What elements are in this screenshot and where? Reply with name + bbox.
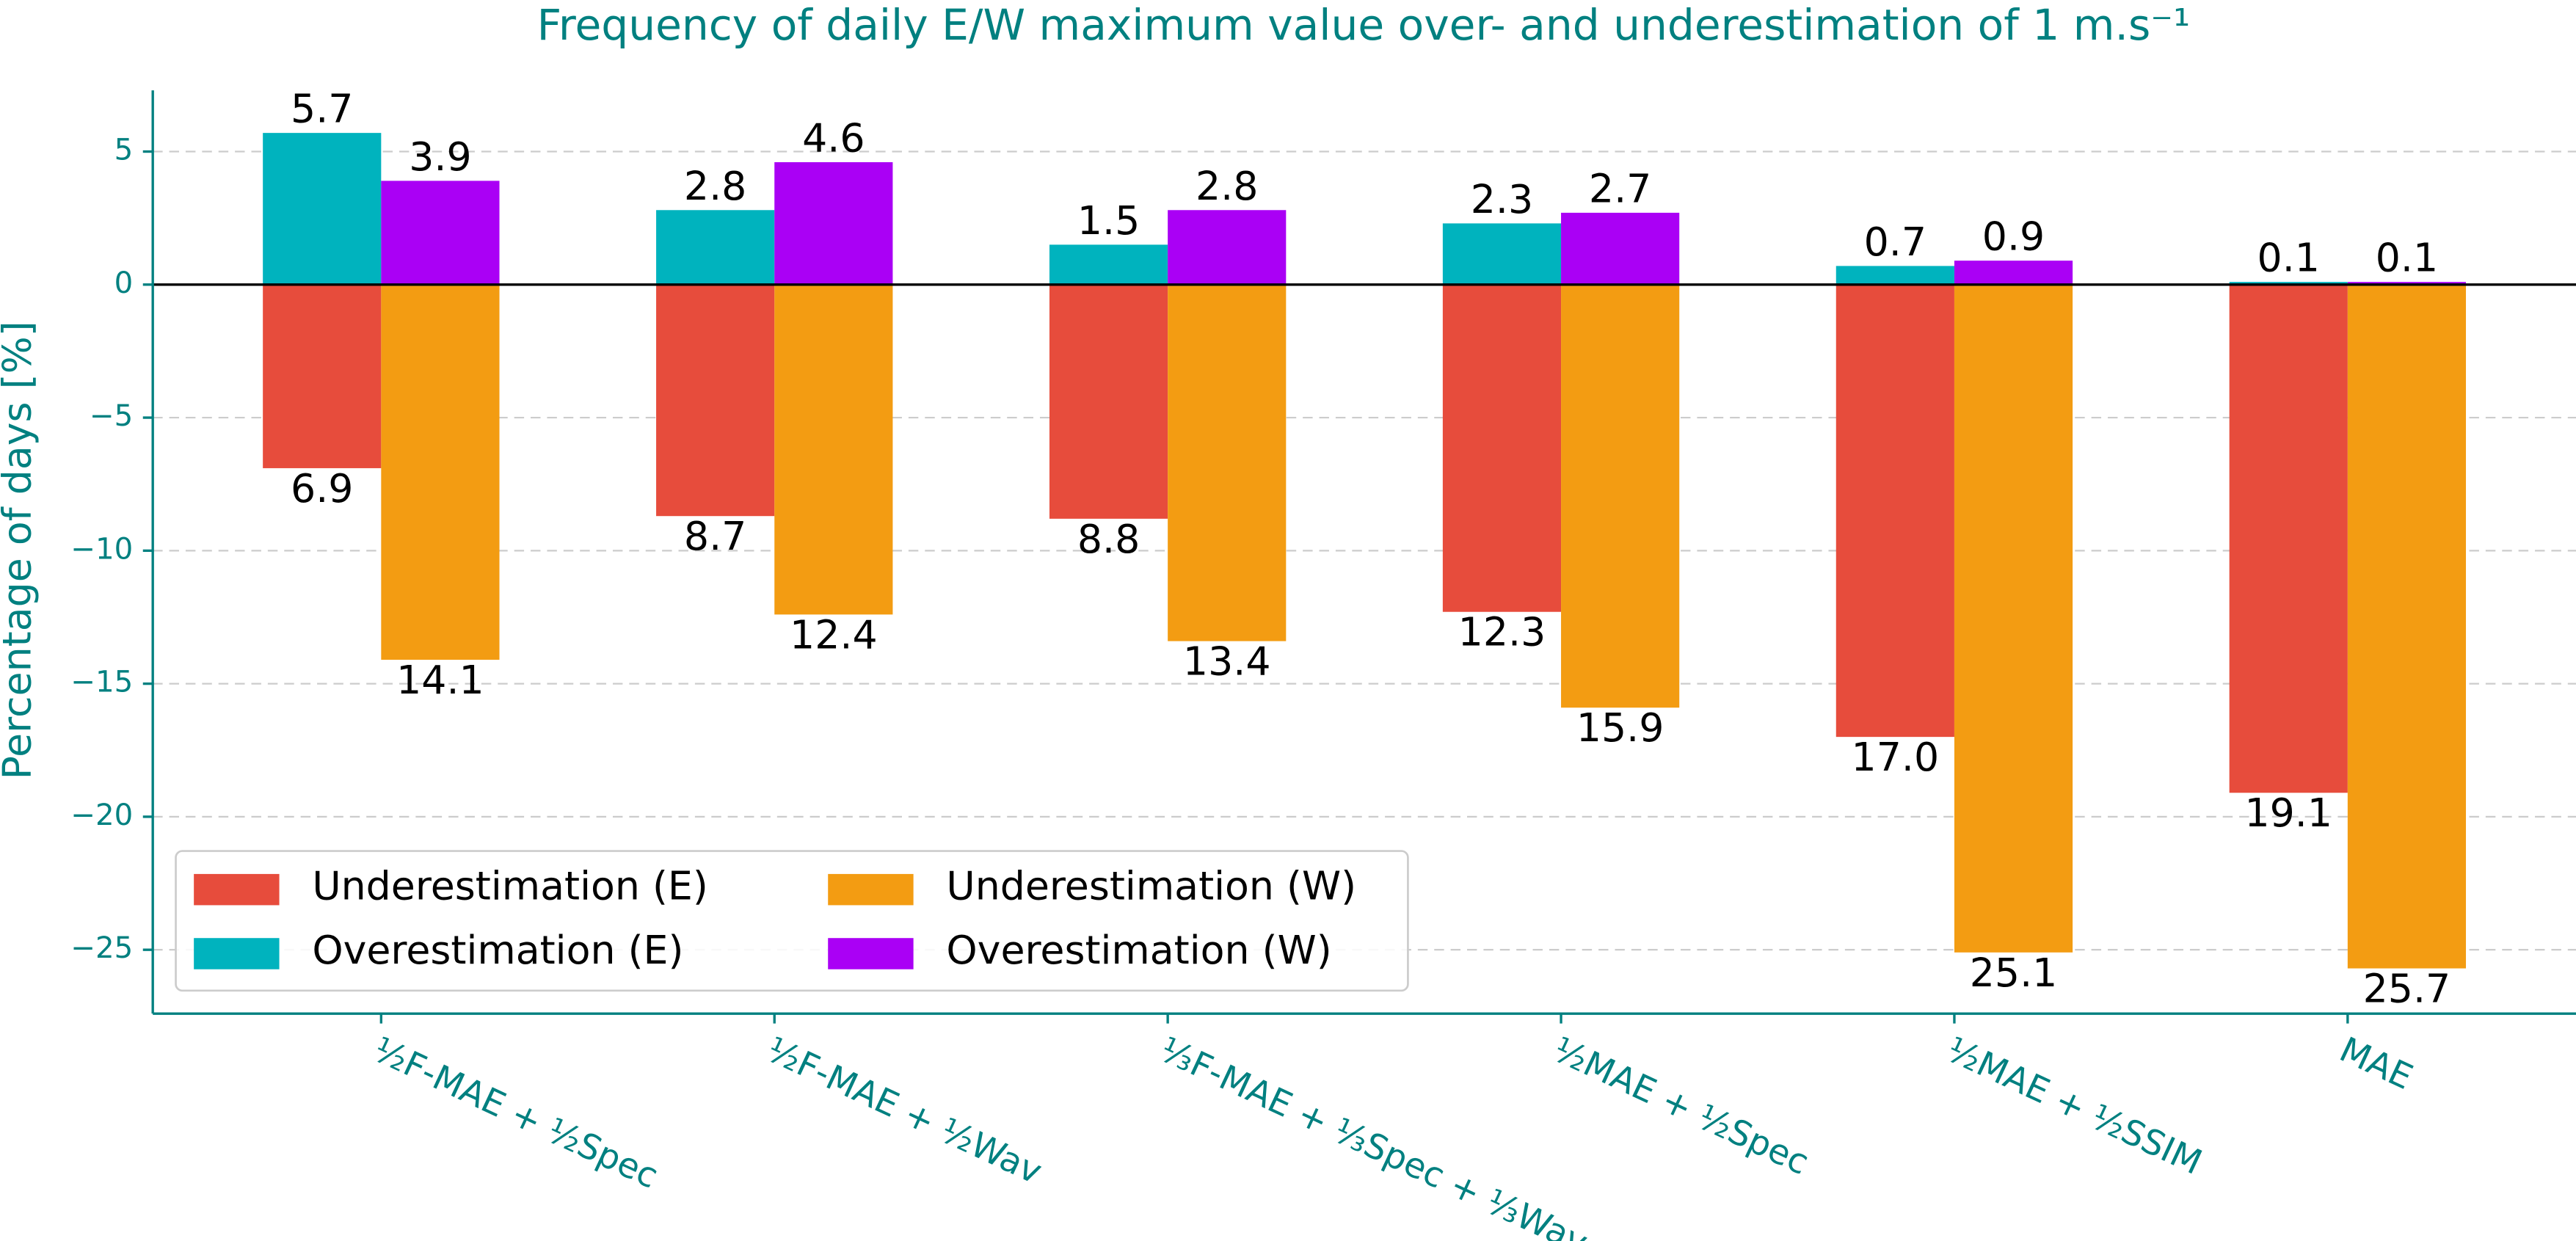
x-tick-label: MAE <box>2334 1030 2419 1098</box>
bar <box>2229 284 2348 793</box>
y-tick-label: 0 <box>114 266 134 300</box>
legend-label: Overestimation (W) <box>946 927 1331 973</box>
bar <box>774 284 893 615</box>
data-label: 0.1 <box>2376 235 2438 281</box>
y-tick-label: 5 <box>114 133 134 167</box>
data-label: 0.7 <box>1864 219 1926 265</box>
data-label: 6.9 <box>291 465 353 512</box>
bar <box>1442 284 1562 612</box>
y-tick-label: −10 <box>70 531 133 566</box>
data-label: 1.5 <box>1077 197 1140 244</box>
bar <box>656 284 775 517</box>
data-label: 13.4 <box>1183 638 1271 685</box>
data-label: 8.7 <box>684 513 746 559</box>
bar <box>263 284 382 468</box>
legend-box <box>175 850 1409 992</box>
bar <box>1049 284 1168 519</box>
data-label: 0.9 <box>1982 214 2045 260</box>
data-label: 12.4 <box>790 611 878 658</box>
bar <box>1442 223 1562 285</box>
bar <box>1168 284 1287 641</box>
y-tick-label: −15 <box>70 665 133 699</box>
bar <box>774 162 893 285</box>
x-tick-label: ½MAE + ½Spec <box>1547 1030 1815 1183</box>
x-tick-label: ⅓F-MAE + ⅓Spec + ⅓Wav <box>1154 1030 1594 1241</box>
data-label: 8.8 <box>1077 516 1140 562</box>
data-label: 12.3 <box>1458 609 1546 655</box>
data-label: 2.8 <box>1196 163 1258 209</box>
x-tick-label: ½F-MAE + ½Wav <box>760 1030 1048 1193</box>
x-tick-label: ½MAE + ½SSIM <box>1940 1030 2208 1183</box>
bar <box>1954 261 2073 285</box>
data-label: 15.9 <box>1576 705 1664 751</box>
data-label: 2.3 <box>1471 176 1533 222</box>
data-label: 25.1 <box>1970 950 2058 996</box>
y-tick-label: −20 <box>70 798 133 832</box>
bar <box>1954 284 2073 953</box>
bar <box>1561 284 1680 708</box>
bar <box>1835 266 1954 285</box>
legend-swatch <box>194 873 280 906</box>
bar <box>1049 244 1168 285</box>
data-label: 4.6 <box>802 115 865 161</box>
x-tick-label: ½F-MAE + ½Spec <box>367 1030 664 1197</box>
data-label: 2.7 <box>1589 165 1651 211</box>
legend-label: Underestimation (E) <box>312 863 708 909</box>
legend-label: Overestimation (E) <box>312 927 683 973</box>
bar <box>1168 210 1287 285</box>
legend-label: Underestimation (W) <box>946 863 1356 909</box>
y-tick-label: −5 <box>90 398 133 433</box>
bar <box>2347 284 2467 969</box>
data-label: 19.1 <box>2244 790 2332 836</box>
y-tick-label: −25 <box>70 931 133 965</box>
data-label: 2.8 <box>684 163 746 209</box>
legend-swatch <box>828 873 914 906</box>
chart-title: Frequency of daily E/W maximum value ove… <box>537 0 2191 50</box>
bar <box>656 210 775 285</box>
bar <box>2347 282 2467 285</box>
data-label: 5.7 <box>291 86 353 132</box>
data-label: 0.1 <box>2257 235 2320 281</box>
bar <box>381 181 500 285</box>
data-label: 25.7 <box>2363 966 2451 1012</box>
bar <box>263 133 382 285</box>
legend-swatch <box>194 938 280 969</box>
legend-swatch <box>828 938 914 969</box>
bar <box>1835 284 1954 738</box>
data-label: 17.0 <box>1852 734 1940 780</box>
data-label: 3.9 <box>409 134 471 180</box>
bar <box>381 284 500 660</box>
bar <box>2229 282 2348 285</box>
bar <box>1561 212 1680 285</box>
data-label: 14.1 <box>396 657 484 703</box>
y-axis-label: Percentage of days [%] <box>0 321 40 779</box>
